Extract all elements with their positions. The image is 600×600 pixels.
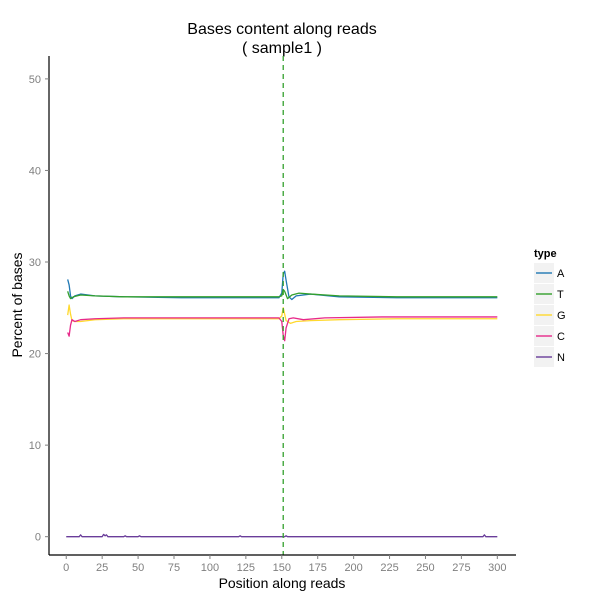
legend-label-a: A <box>557 268 565 280</box>
legend-label-g: G <box>557 310 566 322</box>
y-axis-ticks: 0 10 20 30 40 50 <box>29 74 49 544</box>
x-tick-label: 275 <box>452 562 470 574</box>
x-tick-label: 75 <box>168 562 180 574</box>
y-tick-label: 20 <box>29 349 41 361</box>
x-axis-ticks: 0 25 50 75 100 125 150 175 200 225 250 275 300 <box>63 555 506 574</box>
chart-subtitle: ( sample1 ) <box>242 40 322 57</box>
legend-label-n: N <box>557 352 565 364</box>
x-tick-label: 0 <box>63 562 69 574</box>
x-tick-label: 150 <box>273 562 291 574</box>
x-tick-label: 100 <box>201 562 219 574</box>
x-tick-label: 250 <box>416 562 434 574</box>
x-tick-label: 50 <box>132 562 144 574</box>
series-line-c <box>67 316 498 342</box>
x-tick-label: 300 <box>488 562 506 574</box>
y-tick-label: 10 <box>29 440 41 452</box>
legend-label-t: T <box>557 289 564 301</box>
legend-title: type <box>534 248 557 260</box>
x-axis-title: Position along reads <box>219 575 346 591</box>
chart-title: Bases content along reads <box>187 21 376 38</box>
y-tick-label: 50 <box>29 74 41 86</box>
x-tick-label: 225 <box>380 562 398 574</box>
x-tick-label: 200 <box>344 562 362 574</box>
y-axis-title: Percent of bases <box>9 252 25 357</box>
series-line-g <box>67 304 498 324</box>
y-tick-label: 40 <box>29 165 41 177</box>
x-tick-label: 175 <box>309 562 327 574</box>
x-tick-label: 25 <box>96 562 108 574</box>
y-tick-label: 0 <box>35 532 41 544</box>
x-tick-label: 125 <box>237 562 255 574</box>
series-line-t <box>67 288 498 300</box>
plot-area <box>66 56 498 555</box>
legend-label-c: C <box>557 331 565 343</box>
y-tick-label: 30 <box>29 257 41 269</box>
series-line-n <box>66 533 498 538</box>
